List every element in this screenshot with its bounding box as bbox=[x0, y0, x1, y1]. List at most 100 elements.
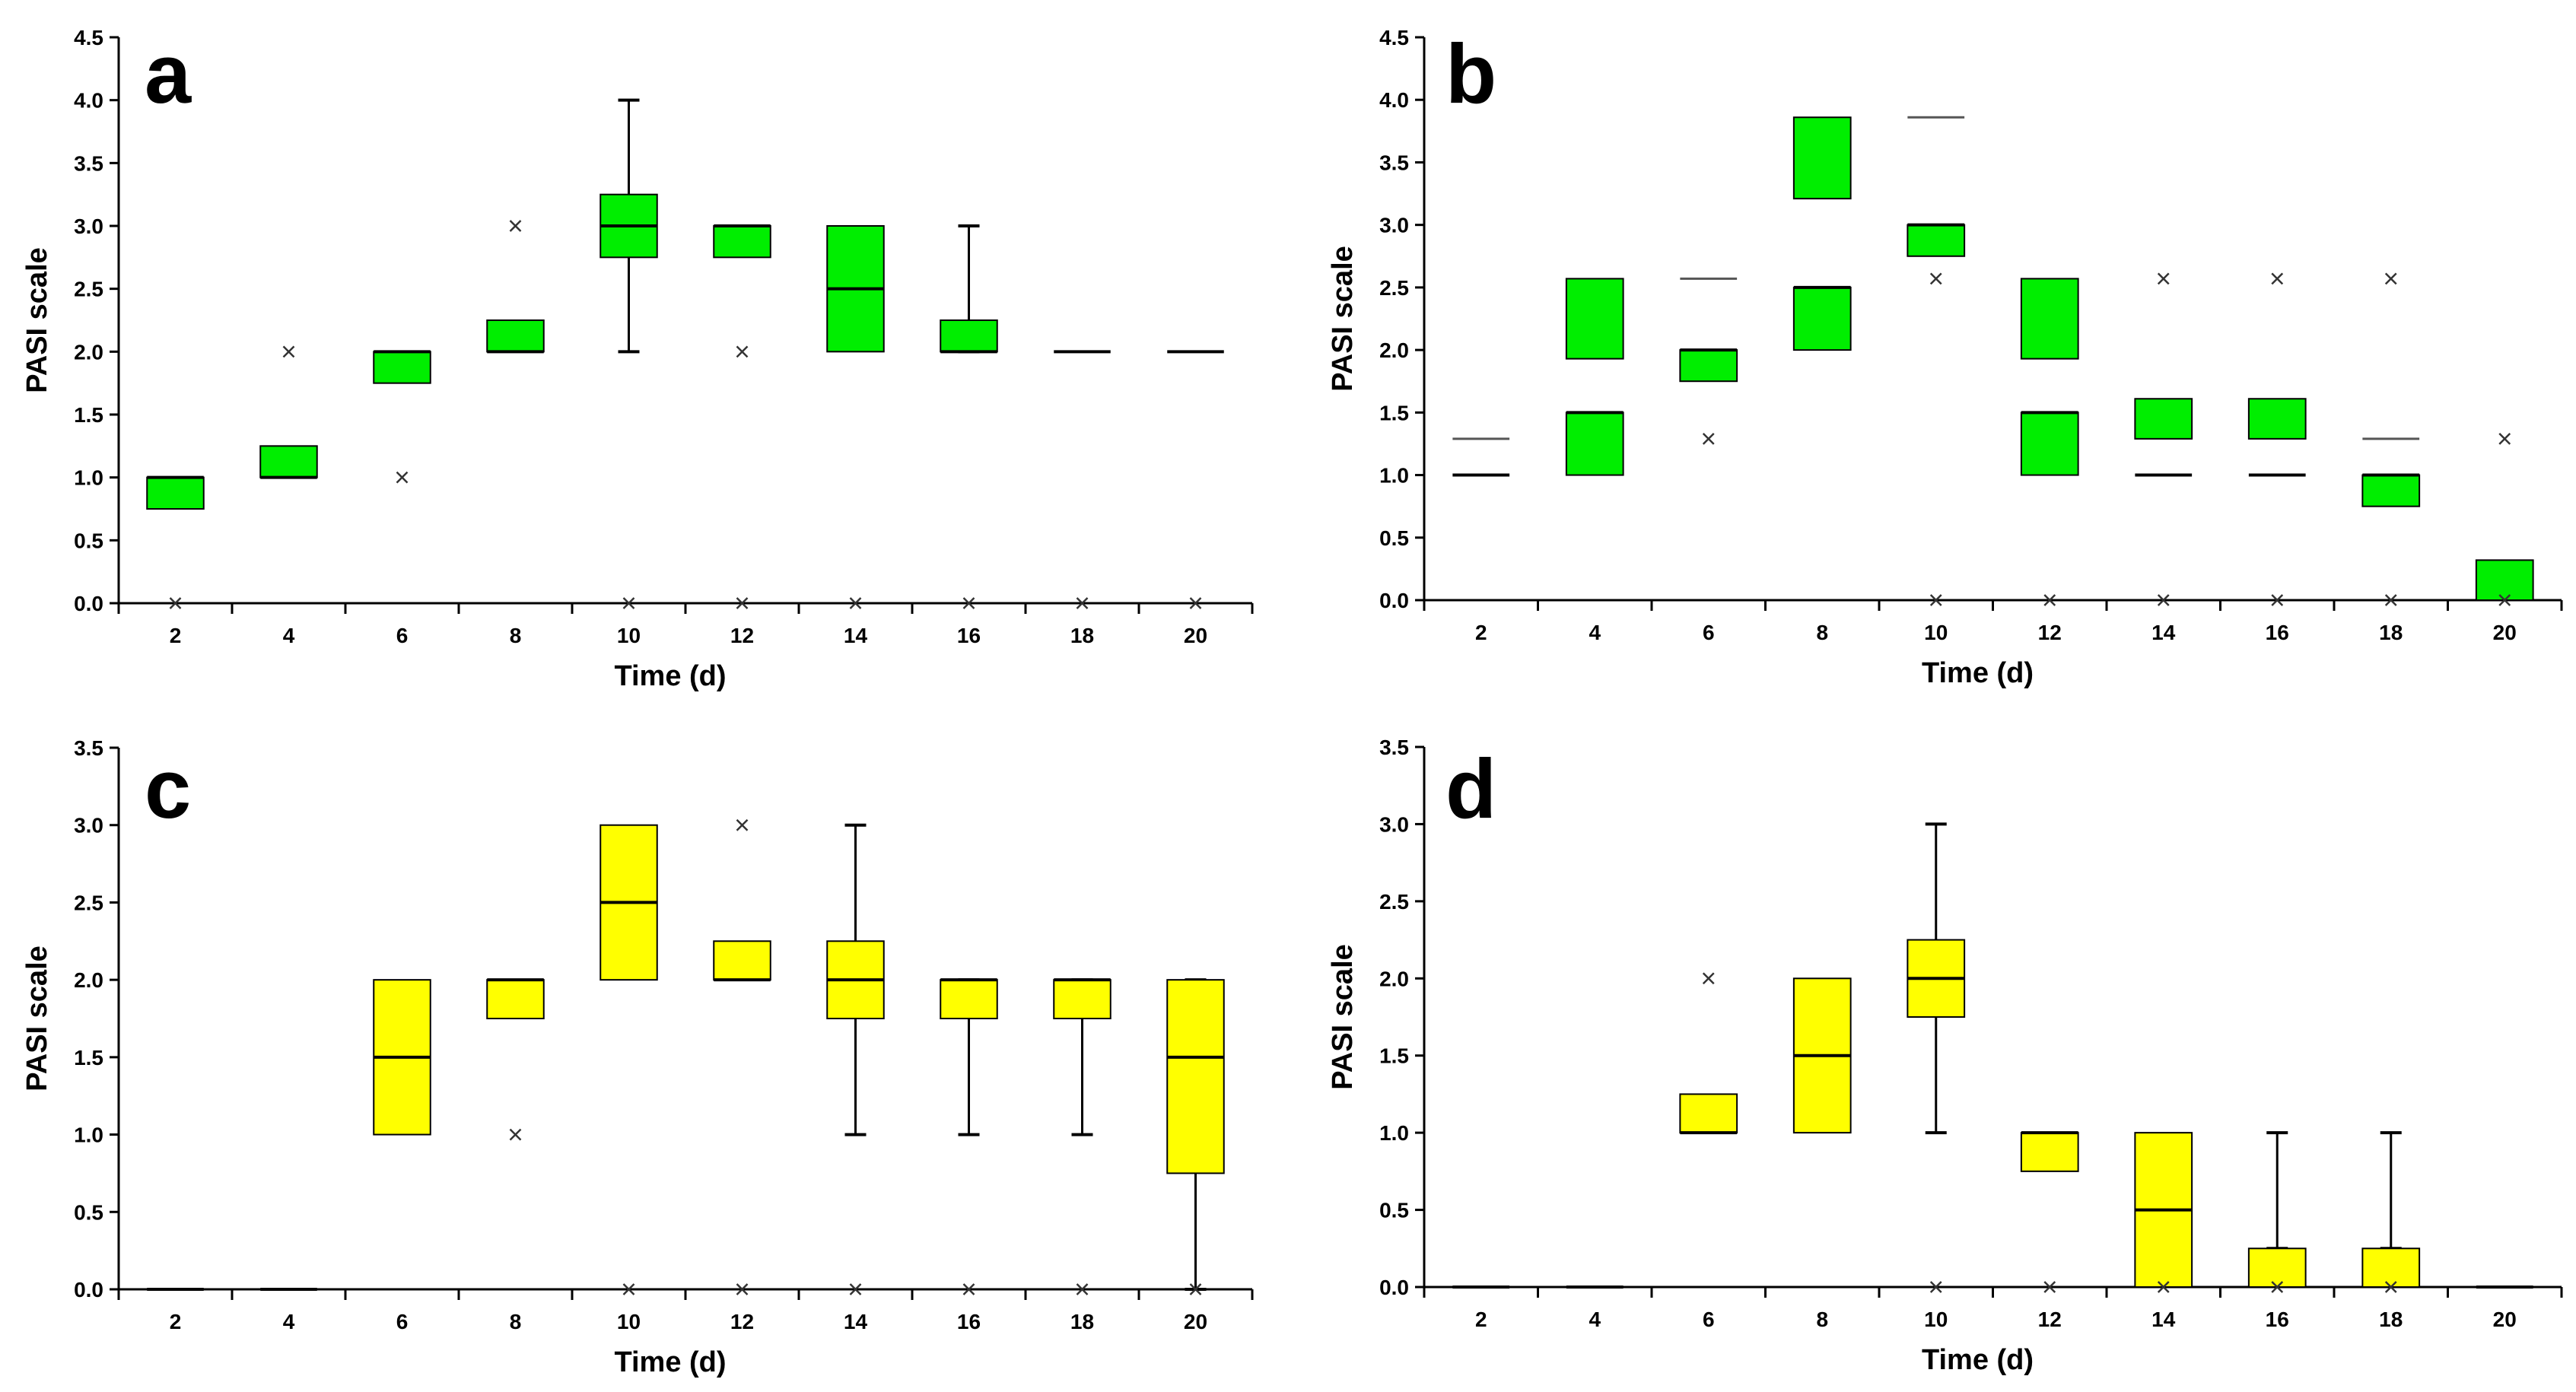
outlier-stroke bbox=[962, 1283, 975, 1295]
outlier-marker bbox=[622, 597, 635, 609]
box bbox=[940, 979, 998, 1019]
box bbox=[486, 319, 545, 353]
x-tick-label: 4 bbox=[1589, 621, 1601, 644]
outlier-marker bbox=[736, 1283, 749, 1295]
box bbox=[2020, 1132, 2079, 1172]
y-tick-label: 1.0 bbox=[1379, 1121, 1409, 1145]
box-group-18 bbox=[1054, 350, 1111, 609]
outlier-stroke bbox=[509, 220, 522, 232]
x-tick-label: 10 bbox=[617, 1310, 641, 1333]
outlier-marker bbox=[1702, 432, 1715, 445]
outlier-marker bbox=[849, 597, 862, 609]
outlier-stroke bbox=[736, 597, 749, 609]
outlier-marker bbox=[2157, 1281, 2170, 1293]
box-group-14 bbox=[2134, 272, 2193, 606]
outlier-marker bbox=[1076, 1283, 1089, 1295]
outlier-marker bbox=[2271, 1281, 2284, 1293]
outlier-marker bbox=[509, 220, 522, 232]
panels: 0.0 0.5 1.0 1.5 2.0 2.5 3.0 3.5 4.0 4.5 2 4 6 8 10 12 14… bbox=[21, 26, 2563, 1378]
x-tick-label: 20 bbox=[2493, 621, 2517, 644]
outlier-stroke bbox=[1702, 432, 1715, 445]
outlier-stroke bbox=[396, 471, 409, 484]
x-tick-label: 2 bbox=[170, 624, 182, 647]
outlier-marker bbox=[2043, 594, 2056, 606]
x-tick-label: 8 bbox=[510, 1310, 522, 1333]
x-tick-label: 2 bbox=[1475, 1308, 1487, 1331]
box-group-16 bbox=[2247, 1131, 2307, 1293]
outlier-marker bbox=[962, 597, 975, 609]
box-group-10 bbox=[599, 824, 658, 1295]
outlier-stroke bbox=[1702, 972, 1715, 985]
x-tick-label: 10 bbox=[1924, 621, 1948, 644]
x-tick-label: 12 bbox=[2038, 1308, 2062, 1331]
outlier-stroke bbox=[2271, 1281, 2284, 1293]
y-tick-label: 2.5 bbox=[74, 891, 103, 914]
box bbox=[2475, 559, 2534, 602]
box-group-12 bbox=[713, 224, 771, 609]
x-tick-label: 12 bbox=[730, 624, 754, 647]
outlier-stroke bbox=[1929, 1281, 1942, 1293]
box bbox=[2247, 1247, 2307, 1289]
y-tick-label: 0.5 bbox=[1379, 1199, 1409, 1222]
box bbox=[1679, 349, 1738, 383]
outlier-stroke bbox=[962, 597, 975, 609]
x-tick-label: 2 bbox=[1475, 621, 1487, 644]
outlier-marker bbox=[2157, 594, 2170, 606]
y-tick-label: 3.5 bbox=[1379, 151, 1409, 174]
panel-letter: a bbox=[145, 27, 192, 121]
outlier-marker bbox=[1189, 597, 1202, 609]
y-axis-title: PASI scale bbox=[1327, 944, 1359, 1090]
y-tick-label: 3.0 bbox=[1379, 214, 1409, 237]
y-tick-label: 1.5 bbox=[1379, 401, 1409, 424]
outlier-stroke bbox=[1189, 597, 1202, 609]
box bbox=[2020, 278, 2079, 360]
box-group-6 bbox=[1679, 277, 1738, 445]
x-tick-label: 10 bbox=[617, 624, 641, 647]
box bbox=[2361, 1247, 2421, 1289]
y-tick-label: 2.0 bbox=[74, 968, 103, 992]
box bbox=[1792, 116, 1852, 200]
y-tick-label: 3.5 bbox=[74, 736, 103, 760]
x-axis-title: Time (d) bbox=[1922, 657, 2034, 689]
y-tick-label: 2.0 bbox=[74, 340, 103, 364]
outlier-stroke bbox=[282, 345, 295, 358]
box-group-16 bbox=[940, 978, 998, 1295]
x-tick-label: 8 bbox=[510, 624, 522, 647]
outlier-stroke bbox=[1076, 597, 1089, 609]
outlier-marker bbox=[1929, 594, 1942, 606]
box bbox=[713, 940, 771, 981]
box bbox=[1565, 412, 1624, 476]
y-tick-label: 0.0 bbox=[74, 1278, 103, 1301]
box-group-12 bbox=[2020, 1131, 2079, 1293]
box-group-14 bbox=[2134, 1132, 2193, 1293]
y-tick-label: 2.5 bbox=[1379, 276, 1409, 300]
box-group-4 bbox=[259, 345, 318, 479]
x-tick-label: 16 bbox=[2266, 621, 2289, 644]
box-group-4 bbox=[1565, 278, 1624, 476]
x-tick-label: 14 bbox=[2151, 621, 2176, 644]
y-tick-label: 0.5 bbox=[1379, 526, 1409, 550]
outlier-marker bbox=[2498, 432, 2511, 445]
box-group-2 bbox=[146, 475, 205, 609]
outlier-marker bbox=[2498, 594, 2511, 606]
outlier-stroke bbox=[2384, 1281, 2397, 1293]
box bbox=[2134, 398, 2193, 440]
outlier-marker bbox=[509, 1128, 522, 1141]
x-tick-label: 4 bbox=[283, 1310, 295, 1333]
chart-panel-a: 0.0 0.5 1.0 1.5 2.0 2.5 3.0 3.5 4.0 4.5 2 4 6 8 10 12 14… bbox=[21, 26, 1254, 692]
panel-letter: c bbox=[145, 742, 191, 836]
y-tick-label: 1.0 bbox=[1379, 464, 1409, 488]
y-tick-label: 2.0 bbox=[1379, 967, 1409, 990]
x-tick-label: 18 bbox=[2379, 1308, 2403, 1331]
y-tick-label: 4.0 bbox=[1379, 88, 1409, 112]
x-tick-label: 8 bbox=[1816, 621, 1828, 644]
x-tick-label: 20 bbox=[1184, 1310, 1207, 1333]
outlier-marker bbox=[736, 597, 749, 609]
outlier-stroke bbox=[2271, 594, 2284, 606]
box bbox=[1907, 224, 1966, 257]
outlier-marker bbox=[2384, 594, 2397, 606]
x-tick-label: 16 bbox=[957, 624, 981, 647]
y-tick-label: 2.5 bbox=[74, 278, 103, 301]
x-tick-label: 2 bbox=[170, 1310, 182, 1333]
y-tick-label: 1.0 bbox=[74, 466, 103, 490]
